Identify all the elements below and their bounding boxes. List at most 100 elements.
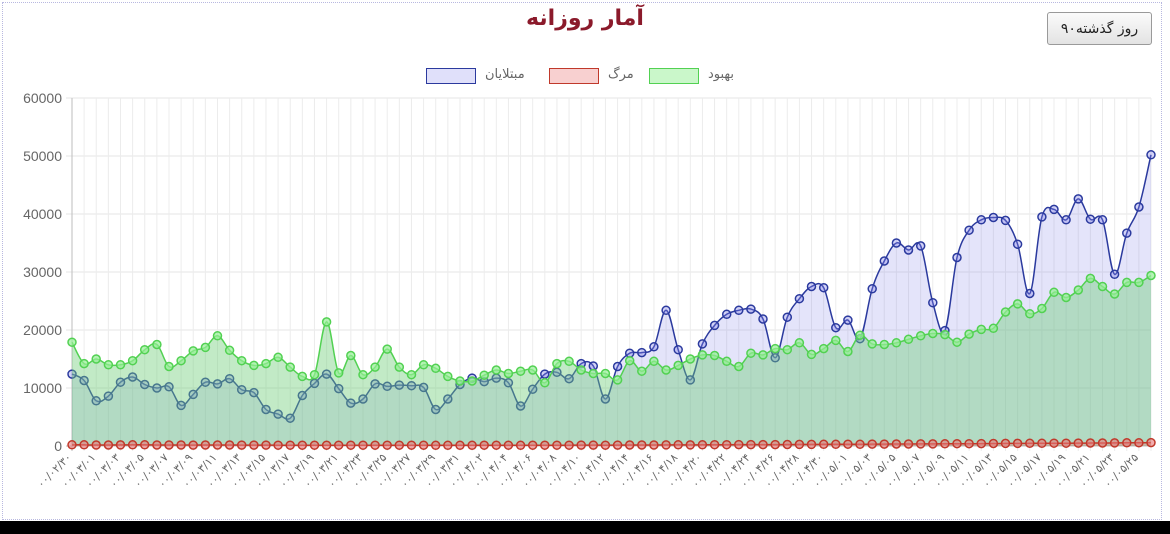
recovered-point — [236, 355, 247, 366]
recovered-point — [430, 363, 441, 374]
deaths-point — [1146, 437, 1156, 448]
infected-point — [988, 212, 999, 223]
deaths-point — [67, 440, 77, 450]
recovered-point — [79, 358, 89, 369]
infected-point — [1012, 239, 1023, 249]
recovered-point — [527, 365, 538, 375]
deaths-point — [479, 440, 489, 450]
deaths-point — [285, 440, 295, 450]
y-tick-label: 20000 — [23, 322, 62, 338]
deaths-point — [249, 440, 259, 450]
y-tick-label: 60000 — [23, 90, 62, 106]
infected-point — [212, 379, 223, 389]
recovered-point — [152, 339, 162, 350]
deaths-point — [831, 439, 841, 450]
recovered-point — [261, 358, 271, 369]
y-tick-label: 10000 — [23, 380, 62, 396]
infected-point — [867, 284, 877, 294]
infected-point — [152, 383, 162, 393]
deaths-point — [321, 440, 332, 450]
deaths-point — [443, 440, 453, 451]
recovered-point — [467, 376, 477, 386]
infected-point — [127, 372, 138, 382]
recovered-point — [285, 362, 295, 372]
infected-point — [843, 315, 853, 325]
infected-point — [527, 384, 538, 394]
deaths-point — [527, 440, 538, 450]
recovered-point — [346, 350, 356, 361]
infected-point — [200, 377, 211, 387]
recovered-point — [552, 358, 562, 369]
deaths-point — [1073, 438, 1084, 448]
recovered-point — [697, 350, 708, 360]
deaths-point — [212, 440, 223, 450]
recovered-point — [1097, 281, 1108, 292]
infected-point — [503, 378, 514, 388]
deaths-point — [1097, 438, 1108, 448]
deaths-point — [903, 439, 914, 449]
infected-point — [879, 256, 890, 266]
deaths-point — [1025, 438, 1035, 449]
legend-item-recovered[interactable]: بهبود — [649, 66, 749, 86]
infected-point — [685, 375, 696, 385]
deaths-point — [1122, 438, 1132, 448]
deaths-point — [261, 440, 271, 450]
deaths-point — [915, 439, 926, 449]
infected-point — [139, 379, 150, 390]
infected-point — [443, 394, 453, 404]
infected-point — [79, 375, 89, 386]
recovered-point — [928, 328, 938, 339]
infected-point — [370, 379, 380, 389]
recovered-point — [309, 369, 320, 380]
infected-point — [515, 401, 526, 411]
recovered-point — [443, 371, 453, 382]
recovered-point — [721, 356, 732, 367]
infected-point — [382, 381, 392, 392]
infected-point — [297, 390, 308, 401]
deaths-point — [964, 438, 974, 449]
infected-point — [673, 344, 683, 355]
infected-point — [418, 382, 429, 393]
deaths-point — [297, 440, 308, 450]
deaths-point — [806, 439, 817, 450]
range-90-days-button[interactable]: ۹۰روز گذشته — [1047, 12, 1152, 45]
recovered-point — [418, 360, 429, 370]
recovered-point — [818, 343, 829, 354]
infected-point — [637, 347, 647, 358]
recovered-point — [1073, 285, 1084, 295]
recovered-point — [503, 368, 514, 379]
deaths-point — [1000, 438, 1011, 449]
legend-item-infected[interactable]: مبتلایان — [426, 66, 538, 86]
recovered-point — [734, 361, 744, 372]
deaths-point — [976, 438, 987, 449]
deaths-point — [515, 440, 526, 451]
deaths-point — [358, 440, 368, 450]
recovered-point — [91, 354, 101, 364]
legend-label-recovered: بهبود — [708, 67, 735, 82]
deaths-point — [1109, 438, 1120, 448]
legend-item-deaths[interactable]: مرگ — [549, 66, 641, 86]
deaths-point — [649, 440, 659, 450]
recovered-point — [915, 331, 926, 341]
deaths-point — [782, 439, 793, 450]
infected-point — [1146, 150, 1156, 160]
infected-point — [1073, 194, 1084, 204]
recovered-point — [709, 350, 720, 361]
recovered-point — [746, 348, 756, 358]
deaths-point — [127, 440, 138, 450]
infected-point — [103, 391, 114, 401]
recovered-point — [479, 370, 489, 380]
infected-point — [224, 373, 235, 384]
deaths-point — [1049, 438, 1059, 448]
deaths-point — [734, 439, 744, 450]
deaths-point — [455, 440, 465, 451]
infected-area — [72, 154, 1151, 447]
deaths-point — [600, 440, 611, 450]
recovered-point — [564, 356, 574, 367]
recovered-point — [964, 329, 974, 339]
recovered-point — [782, 344, 793, 355]
deaths-point — [273, 440, 283, 450]
legend: مبتلایان مرگ بهبود — [0, 66, 1170, 88]
recovered-point — [831, 335, 841, 346]
deaths-point — [1134, 438, 1144, 448]
